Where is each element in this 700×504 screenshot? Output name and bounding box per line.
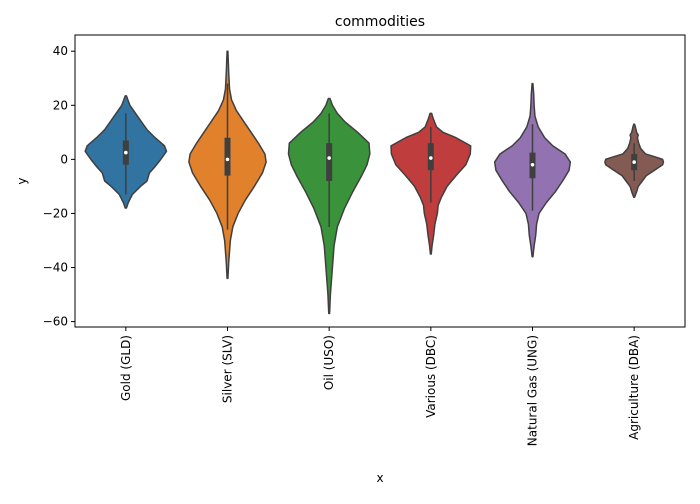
violin-median: [632, 160, 636, 164]
violin-group: [84, 95, 168, 209]
x-tick-label: Gold (GLD): [119, 335, 133, 401]
violin-group: [604, 123, 665, 198]
y-tick-label: 40: [53, 44, 68, 58]
violin-group: [188, 50, 267, 280]
y-tick-label: −20: [43, 206, 68, 220]
violins-layer: [84, 50, 665, 315]
violin-median: [124, 150, 128, 155]
x-tick-label: Various (DBC): [424, 335, 438, 418]
x-tick-label: Agriculture (DBA): [627, 335, 641, 440]
y-tick-label: 0: [60, 152, 68, 166]
y-tick-label: −40: [43, 261, 68, 275]
y-tick-label: −60: [43, 315, 68, 329]
x-tick-label: Silver (SLV): [221, 335, 235, 403]
plot-frame: [74, 34, 686, 328]
y-tick-label: 20: [53, 98, 68, 112]
violin-median: [327, 156, 331, 160]
violin-group: [287, 97, 371, 315]
violin-median: [530, 162, 535, 167]
x-tick-label: Natural Gas (UNG): [526, 335, 540, 446]
y-axis-label: y: [15, 177, 29, 184]
chart-title: commodities: [335, 14, 425, 30]
violin-iqr-box: [326, 143, 333, 181]
violin-group: [493, 82, 572, 258]
x-axis: Gold (GLD) Silver (SLV) Oil (USO) Various (…: [119, 327, 641, 446]
x-tick-label: Oil (USO): [322, 335, 336, 390]
violin-median: [429, 156, 433, 160]
violin-median: [225, 157, 230, 162]
violin-iqr-box: [224, 137, 231, 176]
violin-group: [390, 112, 472, 255]
y-axis: 40 20 0 −20 −40 −60: [43, 44, 75, 329]
x-axis-label: x: [376, 471, 383, 485]
